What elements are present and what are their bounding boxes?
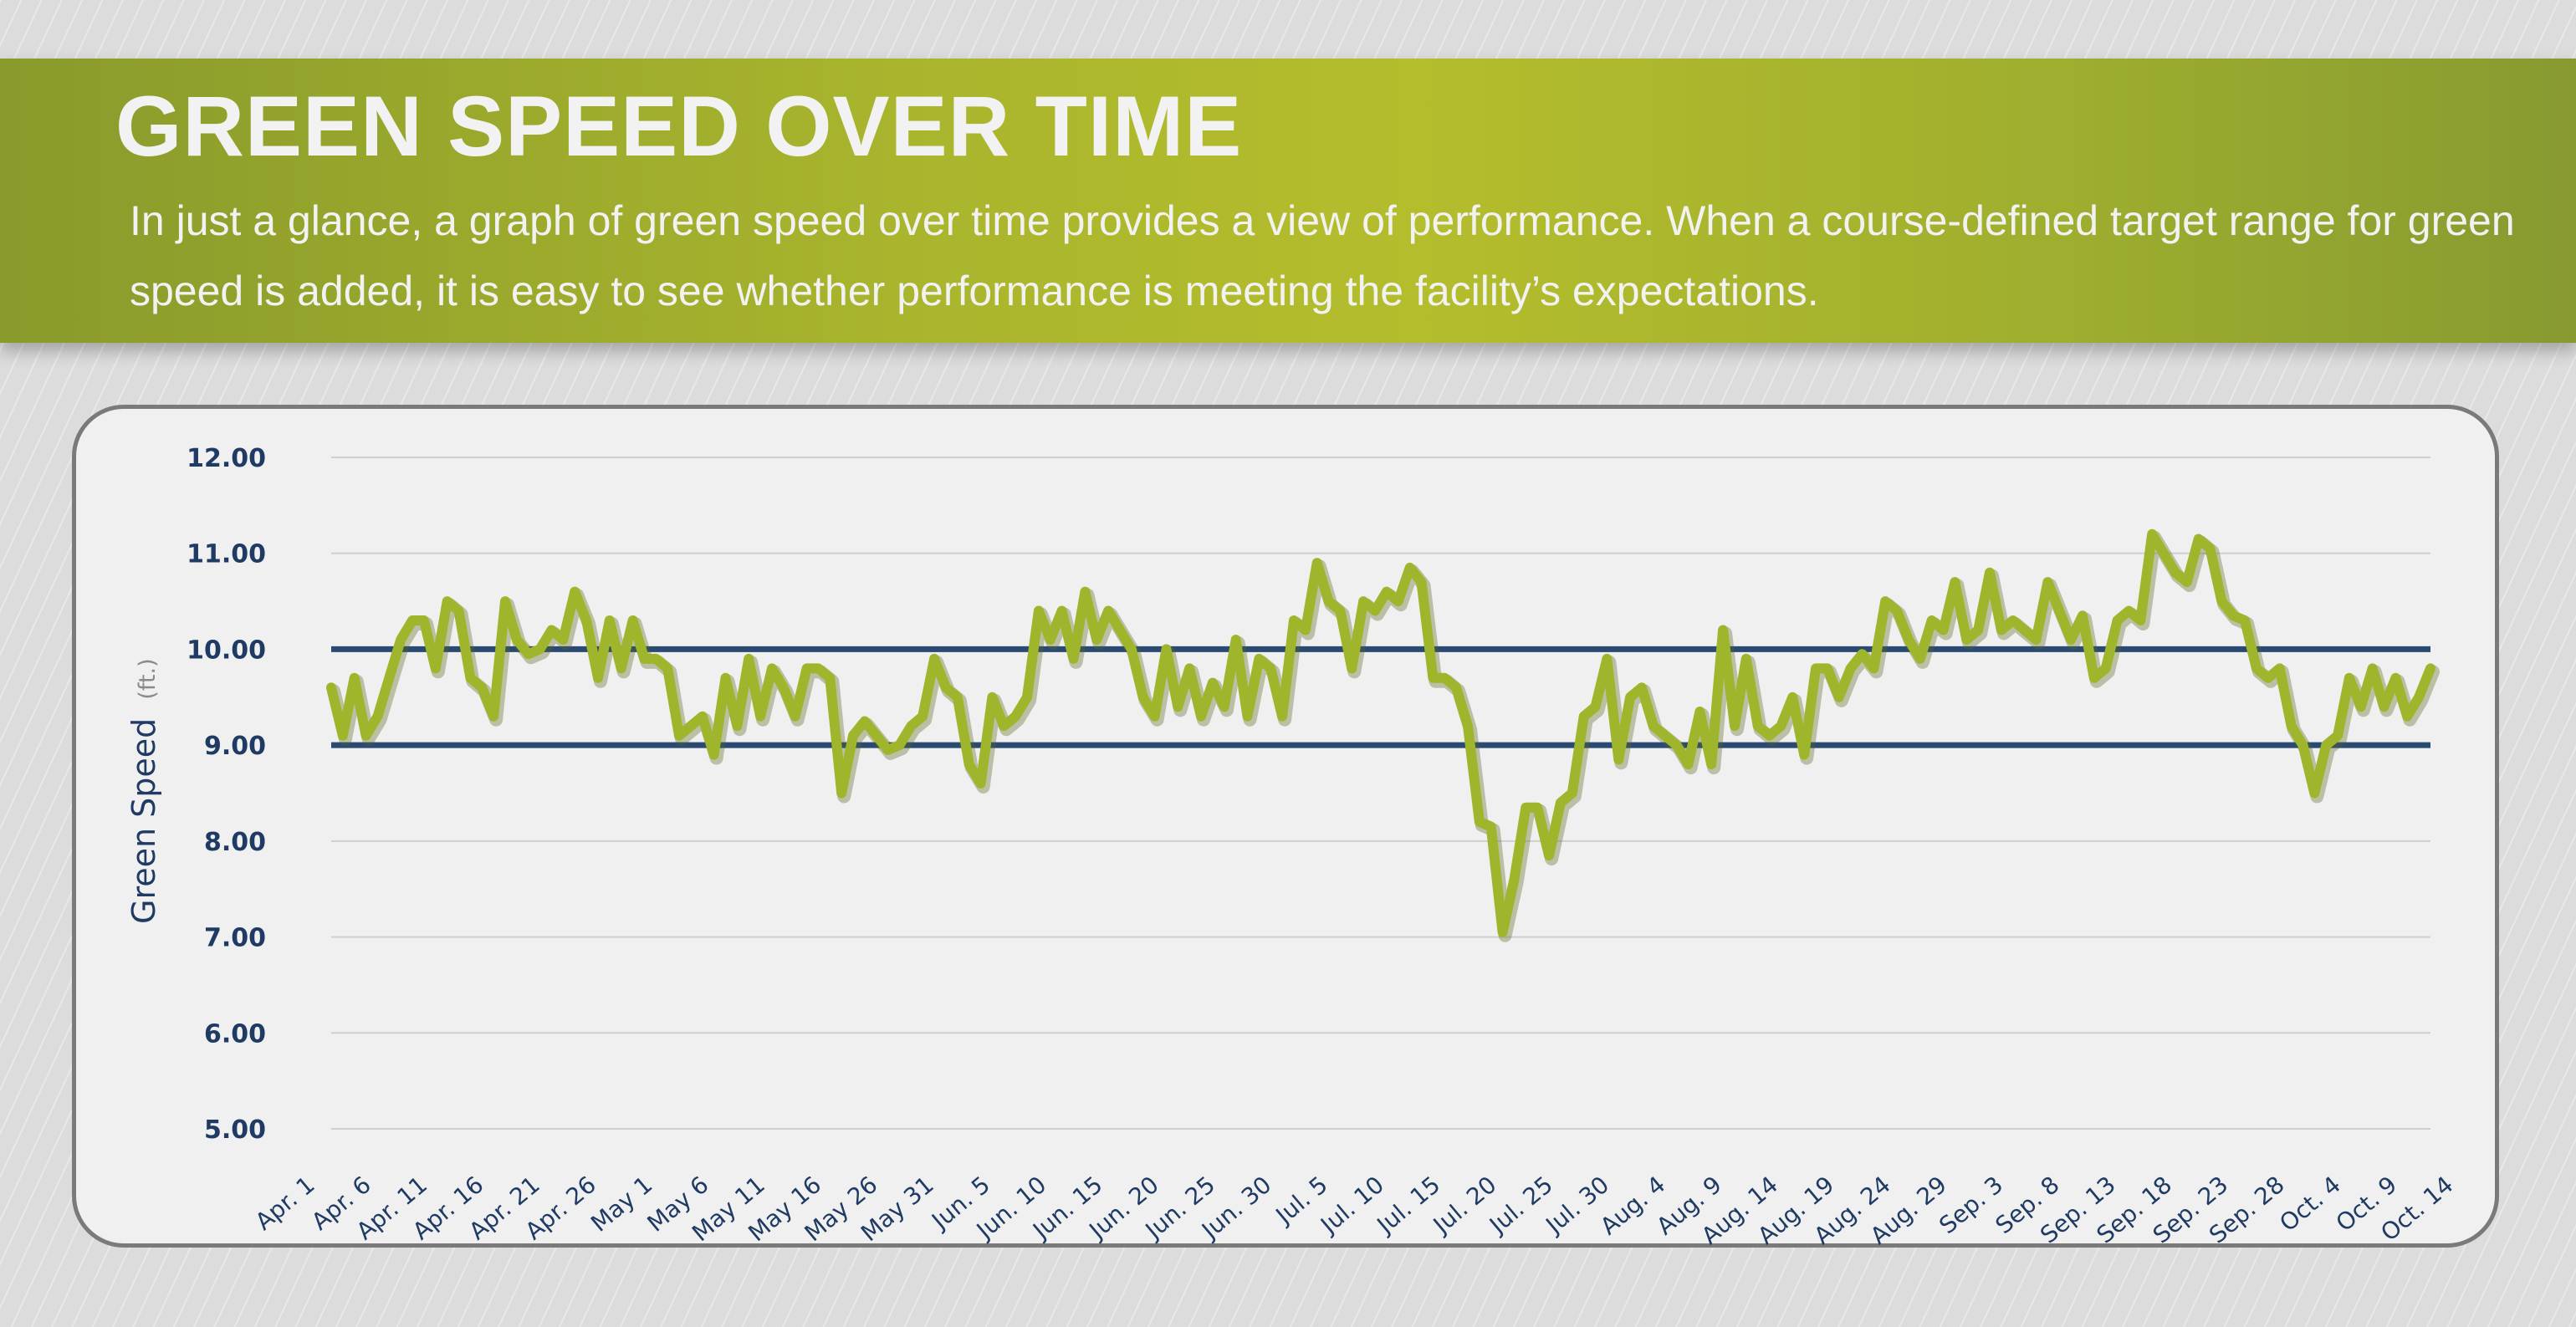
page-title: GREEN SPEED OVER TIME xyxy=(115,79,1243,174)
chart-card xyxy=(72,405,2499,1248)
y-tick-label: 7.00 xyxy=(204,924,266,953)
x-tick-label: Jul. 15 xyxy=(1371,1171,1446,1240)
y-tick-label: 6.00 xyxy=(204,1019,266,1049)
y-axis-label: Green Speed (ft.) xyxy=(125,658,162,924)
y-tick-label: 11.00 xyxy=(187,540,266,569)
y-axis-unit: (ft.) xyxy=(135,658,161,699)
series-layer xyxy=(326,528,2440,942)
y-axis-ticks: 5.00 6.00 7.00 8.00 9.00 10.00 11.00 12.00 xyxy=(187,444,266,1145)
series-line xyxy=(326,528,2435,937)
target-range-lines xyxy=(331,646,2430,748)
x-tick-label: Oct. 4 xyxy=(2274,1171,2346,1237)
y-tick-label: 9.00 xyxy=(204,732,266,761)
header-banner: GREEN SPEED OVER TIME In just a glance, … xyxy=(0,59,2576,343)
x-tick-label: Jul. 25 xyxy=(1483,1171,1558,1240)
y-tick-label: 8.00 xyxy=(204,828,266,857)
y-tick-label: 12.00 xyxy=(187,444,266,473)
y-tick-label: 10.00 xyxy=(187,635,266,665)
x-tick-label: Jul. 20 xyxy=(1427,1171,1502,1240)
y-axis-title: Green Speed xyxy=(125,718,162,924)
x-tick-label: Jul. 10 xyxy=(1314,1171,1389,1240)
y-tick-label: 5.00 xyxy=(204,1115,266,1145)
page-subtitle: In just a glance, a graph of green speed… xyxy=(130,197,2515,314)
x-tick-label: Apr. 1 xyxy=(250,1171,320,1236)
x-tick-label: Sep. 3 xyxy=(1934,1171,2008,1239)
gridlines xyxy=(331,457,2430,1130)
x-tick-label: May 1 xyxy=(585,1171,657,1238)
